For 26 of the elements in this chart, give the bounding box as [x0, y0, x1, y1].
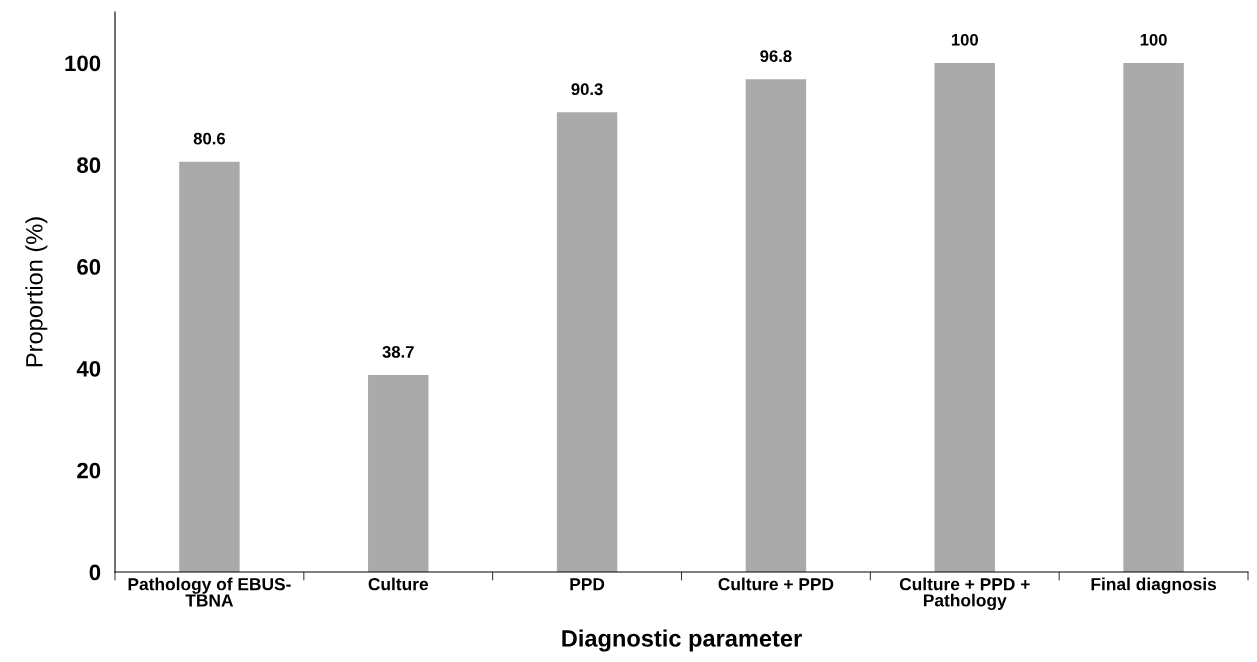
y-tick-label: 20	[77, 462, 101, 479]
bar	[745, 79, 807, 572]
y-tick-label: 100	[65, 55, 101, 72]
data-label: 38.7	[382, 346, 414, 358]
x-tick-label: Culture	[368, 577, 429, 591]
x-tick-label: Culture + PPD + Pathology	[899, 577, 1030, 610]
x-tick-label: Final diagnosis	[1091, 577, 1217, 594]
x-axis-title: Diagnostic parameter	[562, 629, 802, 652]
y-tick-label: 80	[77, 157, 101, 173]
data-label: 90.3	[571, 83, 603, 96]
bar	[179, 161, 240, 572]
data-label: 100	[951, 33, 978, 46]
x-tick-label: Culture + PPD	[718, 577, 834, 591]
x-tick-label: PPD	[570, 578, 605, 591]
bar	[934, 62, 995, 572]
data-label: 100	[1140, 33, 1167, 46]
y-tick-label: 60	[77, 259, 101, 275]
data-label: 80.6	[193, 132, 226, 145]
y-axis-title: Proportion (%)	[25, 217, 48, 367]
y-tick-label: 40	[76, 360, 101, 377]
bar	[1123, 62, 1184, 572]
bar	[368, 374, 429, 572]
y-tick-label: 0	[89, 564, 101, 581]
x-tick-label: Pathology of EBUS- TBNA	[128, 577, 291, 607]
data-label: 96.8	[760, 50, 792, 63]
bar	[556, 112, 618, 572]
